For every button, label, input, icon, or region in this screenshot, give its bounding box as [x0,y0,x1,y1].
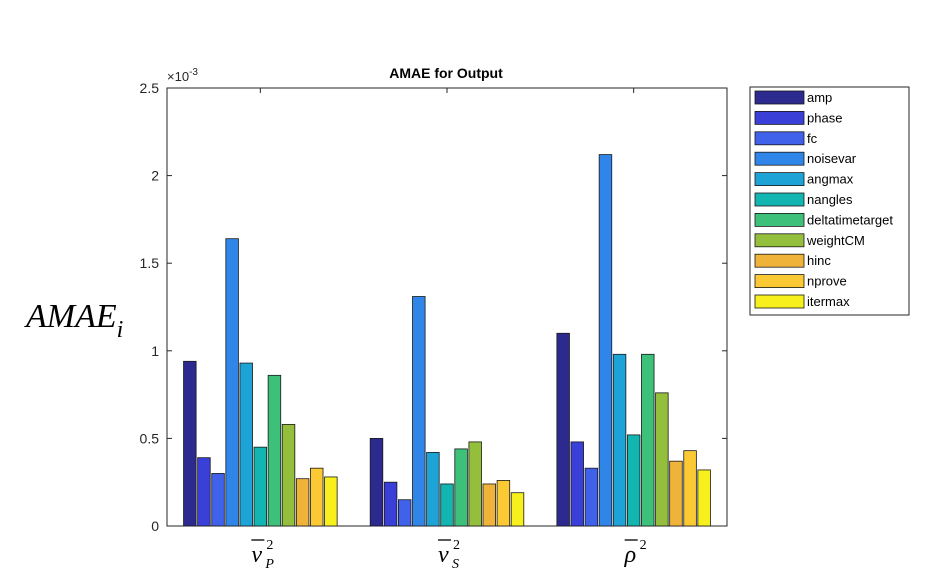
x-tick-label-2: v 2 S [438,538,460,572]
category-superscript: 2 [453,538,460,553]
bar-deltatimetarget-1 [267,374,282,527]
bar-amp-1 [183,360,197,527]
bar-nangles-1 [253,446,268,527]
legend-swatch-angmax [754,172,805,187]
bar-weightCM-2 [468,441,482,527]
category-subscript: S [452,557,459,572]
bar-phase-1 [197,457,211,527]
bar-amp-2 [369,437,384,527]
legend-swatch-nangles [754,192,805,207]
legend-swatch-nprove [754,274,805,289]
category-base: v [438,542,449,568]
category-base: v [251,542,262,568]
bar-itermax-1 [324,476,338,527]
bar-nangles-2 [440,483,454,527]
legend-swatch-weightCM [754,233,805,248]
bar-nprove-1 [310,467,324,527]
legend-swatch-hinc [754,253,805,268]
bar-fc-3 [584,467,599,527]
y-tick-label: 1.5 [140,255,160,271]
legend-swatch-noisevar [754,151,805,166]
legend-label-nangles: nangles [807,192,853,207]
category-subscript: P [264,557,274,572]
bar-itermax-3 [697,469,711,527]
y-tick-label: 2 [151,168,159,184]
bar-hinc-3 [669,460,683,527]
bar-noisevar-2 [412,296,426,527]
y-tick-label: 0.5 [140,430,160,446]
legend-swatch-itermax [754,294,805,309]
bar-amp-3 [556,332,570,527]
bar-noisevar-3 [598,154,613,527]
y-exponent-base: ×10 [167,69,189,84]
category-superscript: 2 [640,538,647,553]
y-tick-label: 1 [151,343,159,359]
bar-fc-2 [397,499,412,527]
chart-title: AMAE for Output [389,65,503,81]
y-exponent-power: -3 [189,67,198,78]
bar-angmax-2 [426,452,440,527]
legend-label-hinc: hinc [807,253,831,268]
y-tick-label: 2.5 [140,80,160,96]
bar-nprove-3 [683,450,697,527]
bar-noisevar-1 [225,238,239,527]
plot-area: 00.511.522.5v 2P v 2S ρ 2 [140,80,728,572]
category-superscript: 2 [266,538,273,553]
bar-hinc-1 [295,478,310,527]
bar-phase-3 [570,441,584,527]
y-axis-label: AMAEi [24,298,123,343]
category-base: ρ [624,542,637,568]
y-axis-label-subscript: i [117,317,124,343]
legend-label-weightCM: weightCM [806,233,865,248]
bar-angmax-1 [239,362,253,527]
y-tick-label: 0 [151,518,159,534]
bar-hinc-2 [482,483,497,527]
bar-weightCM-1 [281,423,296,527]
bar-fc-1 [211,473,225,527]
x-tick-label-1: v 2 P [251,538,274,572]
bar-deltatimetarget-3 [641,353,655,527]
legend-label-amp: amp [807,90,832,105]
bar-deltatimetarget-2 [454,448,468,527]
bar-nangles-3 [626,434,641,527]
legend-swatch-phase [754,111,805,125]
y-axis-label-main: AMAE [24,298,117,335]
bar-nprove-2 [496,480,511,527]
legend-swatch-deltatimetarget [754,212,805,227]
legend: amp phase fc noisevar angmax nangles deltatime… [749,86,910,316]
legend-label-noisevar: noisevar [807,151,857,166]
bar-phase-2 [383,481,398,527]
legend-label-angmax: angmax [807,172,854,187]
legend-label-nprove: nprove [807,274,847,289]
legend-swatch-fc [754,131,805,146]
bar-itermax-2 [510,492,525,527]
legend-label-itermax: itermax [807,294,850,309]
legend-label-deltatimetarget: deltatimetarget [807,212,893,227]
legend-swatch-amp [754,90,805,105]
bar-angmax-3 [612,353,627,527]
legend-label-phase: phase [807,110,842,125]
legend-label-fc: fc [807,131,818,146]
bar-weightCM-3 [655,392,669,527]
y-exponent-label: ×10-3 [167,67,198,84]
